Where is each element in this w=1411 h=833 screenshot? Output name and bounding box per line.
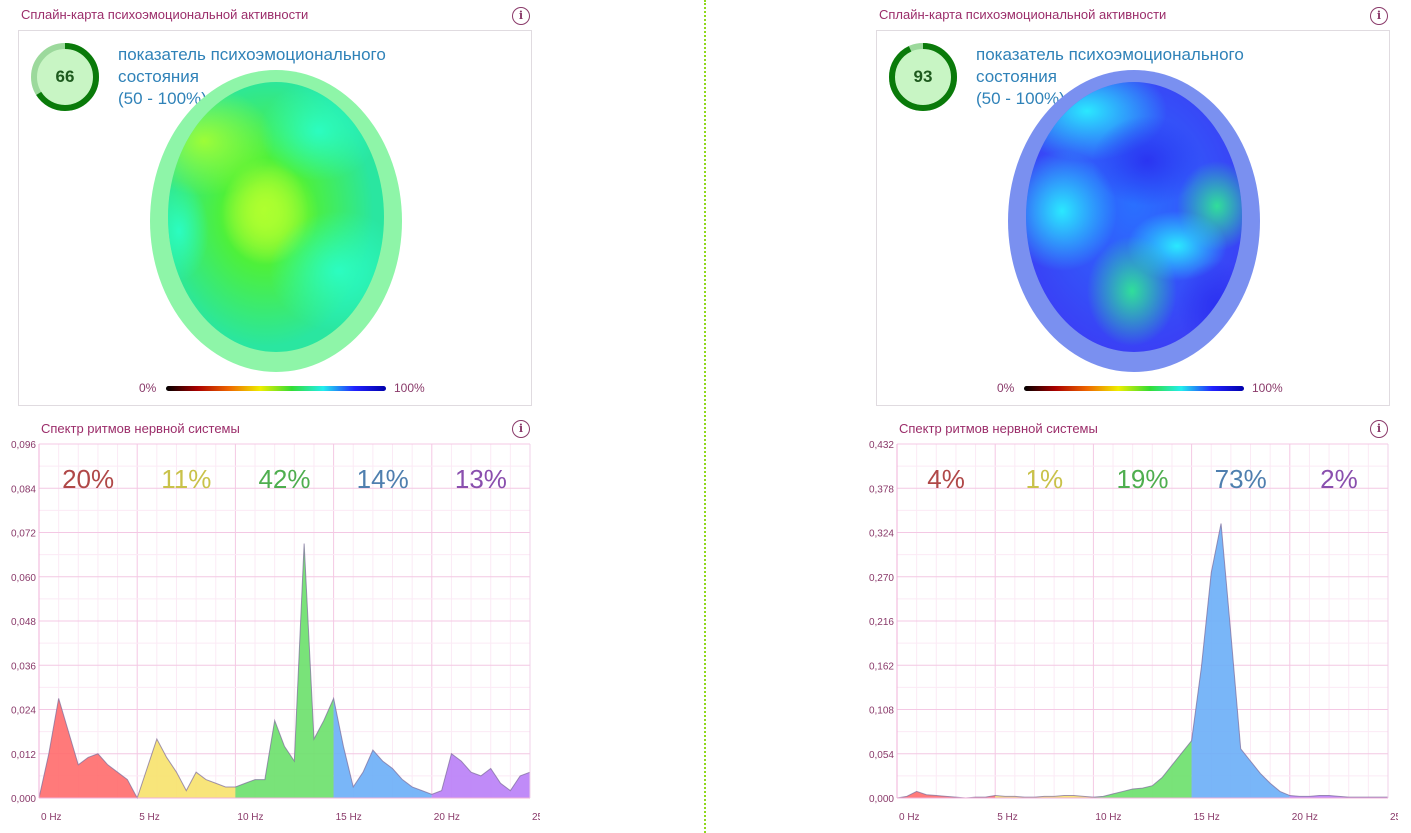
band-percent-label: 20% [62,464,114,494]
y-tick-label: 0,432 [869,440,894,451]
score-gauge: 93 [888,42,958,112]
state-label-line1: показатель психоэмоционального [976,45,1244,64]
head-spline-map [150,70,402,372]
info-icon[interactable]: i [1370,420,1388,438]
legend-color-bar [166,386,386,391]
x-tick-label: 20 Hz [1292,812,1318,823]
y-tick-label: 0,270 [869,573,894,584]
band-area [39,698,138,798]
info-icon[interactable]: i [512,420,530,438]
state-label-line1: показатель психоэмоционального [118,45,386,64]
y-tick-label: 0,012 [11,750,36,761]
y-tick-label: 0,060 [11,573,36,584]
band-percent-label: 1% [1026,464,1064,494]
band-percent-label: 13% [455,464,507,494]
x-tick-label: 5 Hz [139,812,160,823]
band-percent-label: 73% [1215,464,1267,494]
info-icon[interactable]: i [512,7,530,25]
y-tick-label: 0,108 [869,706,894,717]
score-value: 66 [55,67,75,86]
x-tick-label: 5 Hz [997,812,1018,823]
state-label: показатель психоэмоционального состояния… [976,44,1244,110]
score-gauge: 66 [30,42,100,112]
band-area [137,739,236,798]
spectrum-line [896,523,1388,799]
spline-map-panel: 93 показатель психоэмоционального состоя… [876,30,1390,406]
y-tick-label: 0,324 [869,529,894,540]
left-column: Сплайн-карта психоэмоциональной активнос… [0,0,540,833]
y-tick-label: 0,162 [869,661,894,672]
spline-map-panel: 66 показатель психоэмоционального состоя… [18,30,532,406]
y-tick-label: 0,024 [11,706,36,717]
band-percent-label: 19% [1116,464,1168,494]
legend-min: 0% [997,381,1015,395]
band-percent-label: 2% [1320,464,1358,494]
band-area [235,543,334,798]
y-tick-label: 0,216 [869,617,894,628]
state-label-line2: состояния [118,67,199,86]
x-tick-label: 10 Hz [1095,812,1121,823]
legend-color-bar [1024,386,1244,391]
y-tick-label: 0,054 [869,750,894,761]
y-tick-label: 0,048 [11,617,36,628]
band-percent-label: 42% [258,464,310,494]
band-percent-label: 11% [161,464,211,494]
spectrum-chart: 0,000 0,054 0,108 0,162 0,216 0,270 0,324 0,378… [869,440,1398,823]
score-ring [889,43,957,111]
x-tick-label: 0 Hz [899,812,920,823]
right-column: Сплайн-карта психоэмоциональной активнос… [858,0,1398,833]
info-icon[interactable]: i [1370,7,1388,25]
band-area [1191,523,1290,798]
x-tick-label: 15 Hz [1194,812,1220,823]
map-title: Сплайн-карта психоэмоциональной активнос… [879,7,1167,22]
band-percent-label: 14% [357,464,409,494]
band-area [333,698,432,798]
state-label-line2: состояния [976,67,1057,86]
band-area [1093,740,1192,798]
legend-max: 100% [394,381,425,395]
x-tick-label: 10 Hz [237,812,263,823]
y-tick-label: 0,036 [11,661,36,672]
y-tick-label: 0,000 [11,794,36,805]
y-tick-label: 0,096 [11,440,36,451]
legend-min: 0% [139,381,157,395]
band-area [897,791,996,798]
band-percent-label: 4% [927,464,965,494]
state-label-range: (50 - 100%) [976,89,1065,108]
x-tick-label: 0 Hz [41,812,62,823]
head-spline-map [1008,70,1260,372]
legend-max: 100% [1252,381,1283,395]
map-title: Сплайн-карта психоэмоциональной активнос… [21,7,309,22]
y-tick-label: 0,072 [11,529,36,540]
y-tick-label: 0,378 [869,484,894,495]
state-label: показатель психоэмоционального состояния… [118,44,386,110]
spectrum-line [38,543,531,800]
x-tick-label: 20 Hz [434,812,460,823]
spectrum-chart: 0,000 0,012 0,024 0,036 0,048 0,060 0,072 0,084… [11,440,540,823]
x-tick-label: 25 Hz [1390,812,1398,823]
state-label-range: (50 - 100%) [118,89,207,108]
y-tick-label: 0,084 [11,484,36,495]
column-divider [704,0,706,833]
x-tick-label: 15 Hz [336,812,362,823]
spectrum-title: Спектр ритмов нервной системы [899,421,1098,436]
score-value: 93 [913,67,933,86]
x-tick-label: 25 Hz [532,812,540,823]
score-ring [31,43,99,111]
y-tick-label: 0,000 [869,794,894,805]
spectrum-title: Спектр ритмов нервной системы [41,421,240,436]
